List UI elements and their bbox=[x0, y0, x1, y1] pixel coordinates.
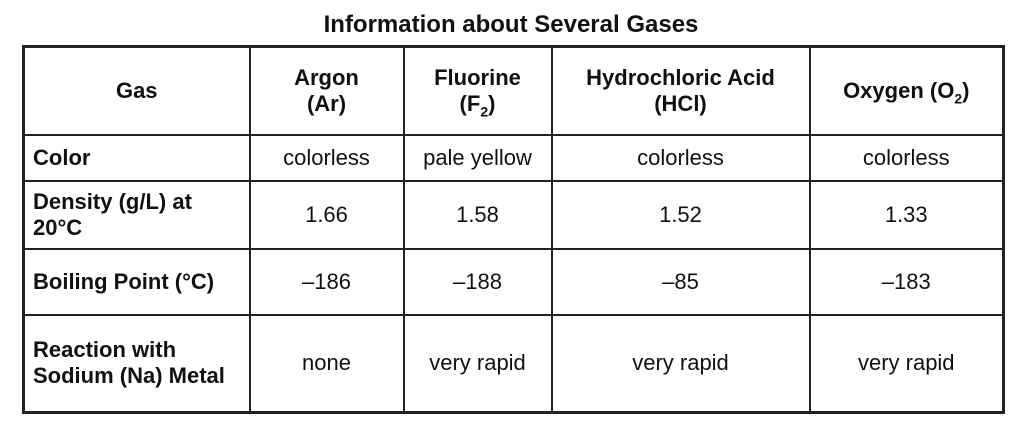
cell-hcl: –85 bbox=[550, 247, 811, 316]
cell-oxygen: colorless bbox=[808, 133, 1005, 182]
cell-fluorine: –188 bbox=[402, 247, 553, 316]
row-label: Density (g/L) at 20°C bbox=[22, 179, 251, 250]
cell-oxygen: very rapid bbox=[808, 313, 1005, 414]
header-argon: Argon (Ar) bbox=[248, 45, 405, 136]
header-oxygen: Oxygen (O2) bbox=[808, 45, 1005, 136]
cell-argon: 1.66 bbox=[248, 179, 405, 250]
header-gas: Gas bbox=[22, 45, 251, 136]
row-label: Color bbox=[22, 133, 251, 182]
cell-argon: colorless bbox=[248, 133, 405, 182]
table-row-density: Density (g/L) at 20°C 1.66 1.58 1.52 1.3… bbox=[22, 179, 1005, 250]
cell-hcl: very rapid bbox=[550, 313, 811, 414]
fluorine-symbol: (F2) bbox=[459, 90, 496, 120]
cell-fluorine: very rapid bbox=[402, 313, 553, 414]
hcl-symbol: (HCl) bbox=[654, 90, 707, 116]
table-row-boiling-point: Boiling Point (°C) –186 –188 –85 –183 bbox=[22, 247, 1005, 316]
cell-argon: –186 bbox=[248, 247, 405, 316]
gas-information-table: Gas Argon (Ar) Fluorine (F2) Hydrochlori… bbox=[22, 45, 1005, 414]
cell-hcl: 1.52 bbox=[550, 179, 811, 250]
header-hydrochloric-acid: Hydrochloric Acid (HCl) bbox=[550, 45, 811, 136]
table-row-color: Color colorless pale yellow colorless co… bbox=[22, 133, 1005, 182]
cell-argon: none bbox=[248, 313, 405, 414]
table-title: Information about Several Gases bbox=[323, 11, 699, 38]
fluorine-name: Fluorine bbox=[434, 64, 521, 90]
cell-oxygen: 1.33 bbox=[808, 179, 1005, 250]
table-row-reaction-with-sodium: Reaction with Sodium (Na) Metal none ver… bbox=[22, 313, 1005, 414]
cell-fluorine: 1.58 bbox=[402, 179, 553, 250]
hcl-name: Hydrochloric Acid bbox=[586, 64, 775, 90]
header-row: Gas Argon (Ar) Fluorine (F2) Hydrochlori… bbox=[22, 45, 1005, 136]
row-label: Reaction with Sodium (Na) Metal bbox=[22, 313, 251, 414]
cell-oxygen: –183 bbox=[808, 247, 1005, 316]
argon-name: Argon bbox=[294, 64, 359, 90]
argon-symbol: (Ar) bbox=[306, 90, 347, 116]
header-fluorine: Fluorine (F2) bbox=[402, 45, 553, 136]
row-label: Boiling Point (°C) bbox=[22, 247, 251, 316]
cell-fluorine: pale yellow bbox=[402, 133, 553, 182]
cell-hcl: colorless bbox=[550, 133, 811, 182]
